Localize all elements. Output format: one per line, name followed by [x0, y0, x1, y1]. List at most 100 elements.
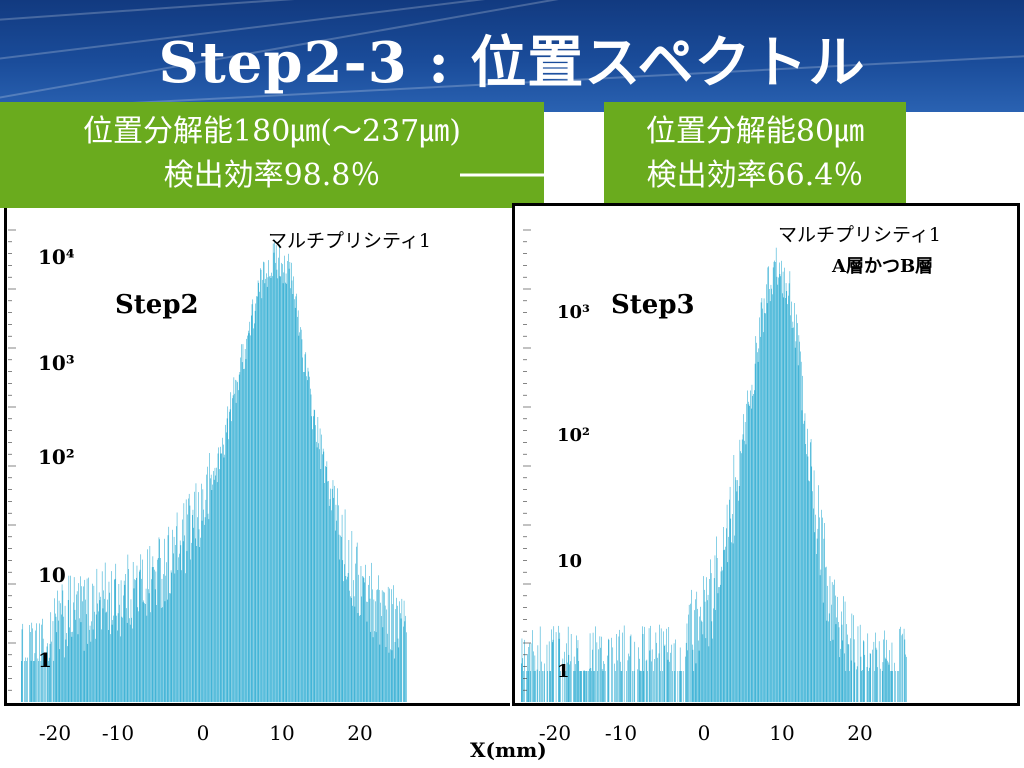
histogram-bar: [184, 535, 185, 702]
histogram-bar: [198, 529, 200, 702]
histogram-bar: [363, 578, 365, 702]
histogram-bar: [154, 569, 155, 702]
histogram-bar: [247, 335, 248, 702]
histogram-bar: [379, 644, 381, 702]
y-tick-label: 1: [38, 648, 52, 672]
histogram-bar: [870, 653, 872, 702]
histogram-bar: [562, 658, 564, 702]
histogram-bar: [773, 261, 775, 702]
histogram-bar: [757, 352, 758, 702]
histogram-bar: [67, 600, 69, 702]
histogram-bar: [353, 596, 355, 702]
histogram-bar: [123, 595, 124, 702]
histogram-bar: [383, 591, 384, 702]
histogram-bar: [112, 620, 114, 702]
histogram-bar: [709, 579, 710, 702]
histogram-bar: [699, 616, 701, 702]
histogram-bar: [83, 650, 85, 702]
histogram-bar: [904, 639, 906, 702]
histogram-bar: [677, 671, 679, 702]
histogram-bar: [185, 499, 187, 702]
histogram-bar: [21, 629, 23, 702]
histogram-bar: [268, 260, 269, 702]
histogram-bar: [835, 624, 837, 702]
histogram-bar: [84, 579, 86, 702]
histogram-bar: [775, 247, 777, 702]
histogram-bar: [354, 606, 356, 702]
histogram-bar: [846, 624, 847, 702]
histogram-bar: [328, 505, 330, 702]
histogram-bar: [25, 657, 27, 702]
histogram-bar: [99, 600, 101, 702]
histogram-bar: [199, 547, 201, 702]
histogram-bar: [749, 406, 751, 702]
histogram-bar: [399, 601, 400, 702]
histogram-bar: [710, 573, 712, 702]
histogram-bar: [528, 647, 530, 702]
histogram-bar: [884, 657, 886, 702]
histogram-bar: [61, 614, 62, 702]
histogram-bar: [350, 597, 352, 702]
histogram-bar: [129, 618, 130, 702]
histogram-bar: [644, 626, 645, 702]
histogram-bar: [335, 504, 337, 702]
histogram-bar: [818, 485, 819, 702]
histogram-bar: [238, 374, 240, 702]
histogram-bar: [655, 632, 657, 702]
histogram-bar: [795, 341, 797, 702]
histogram-bar: [357, 613, 359, 702]
histogram-bar: [114, 579, 115, 702]
histogram-bar: [335, 530, 336, 702]
histogram-bar: [623, 625, 625, 702]
histogram-bar: [106, 611, 108, 702]
histogram-bar: [567, 626, 569, 702]
histogram-bar: [719, 587, 720, 702]
histogram-bar: [172, 529, 173, 702]
histogram-bar: [295, 296, 297, 702]
histogram-bar: [262, 279, 263, 702]
histogram-bar: [400, 613, 401, 702]
histogram-bar: [594, 671, 595, 702]
histogram-bar: [242, 344, 244, 702]
histogram-bar: [384, 605, 386, 702]
histogram-bar: [813, 470, 815, 702]
histogram-bar: [894, 662, 895, 702]
histogram-bar: [564, 651, 565, 702]
histogram-bar: [763, 298, 765, 702]
histogram-bar: [887, 662, 889, 702]
histogram-bar: [544, 663, 545, 702]
histogram-bar: [524, 639, 525, 702]
x-tick-label: 0: [698, 721, 711, 745]
histogram-bar: [349, 590, 350, 702]
histogram-bar: [87, 643, 89, 702]
histogram-bar: [73, 602, 74, 702]
layer-annotation: A層かつB層: [831, 256, 933, 277]
histogram-bar: [132, 628, 133, 702]
histogram-bar: [165, 575, 167, 702]
histogram-bar: [149, 546, 151, 702]
histogram-bar: [86, 614, 87, 702]
histogram-bar: [31, 622, 33, 702]
histogram-bar: [521, 663, 522, 702]
histogram-bar: [157, 558, 159, 702]
histogram-bar: [898, 671, 900, 702]
histogram-bar: [216, 467, 217, 702]
histogram-bar: [618, 636, 620, 702]
histogram-bar: [67, 646, 68, 702]
histogram-bar: [162, 607, 163, 702]
histogram-bar: [681, 671, 682, 702]
histogram-bar: [294, 299, 295, 702]
histogram-bar: [288, 268, 290, 702]
histogram-bar: [687, 650, 688, 702]
histogram-bar: [739, 439, 741, 702]
x-tick-label: -20: [39, 721, 71, 745]
histogram-bar: [157, 559, 158, 702]
histogram-bar: [536, 669, 538, 702]
y-tick-label: 10³: [38, 351, 75, 375]
histogram-bar: [73, 577, 75, 702]
histogram-bar: [51, 641, 52, 702]
histogram-bar: [620, 661, 621, 702]
histogram-bar: [370, 631, 372, 702]
histogram-bar: [539, 671, 540, 702]
histogram-bar: [797, 365, 799, 702]
